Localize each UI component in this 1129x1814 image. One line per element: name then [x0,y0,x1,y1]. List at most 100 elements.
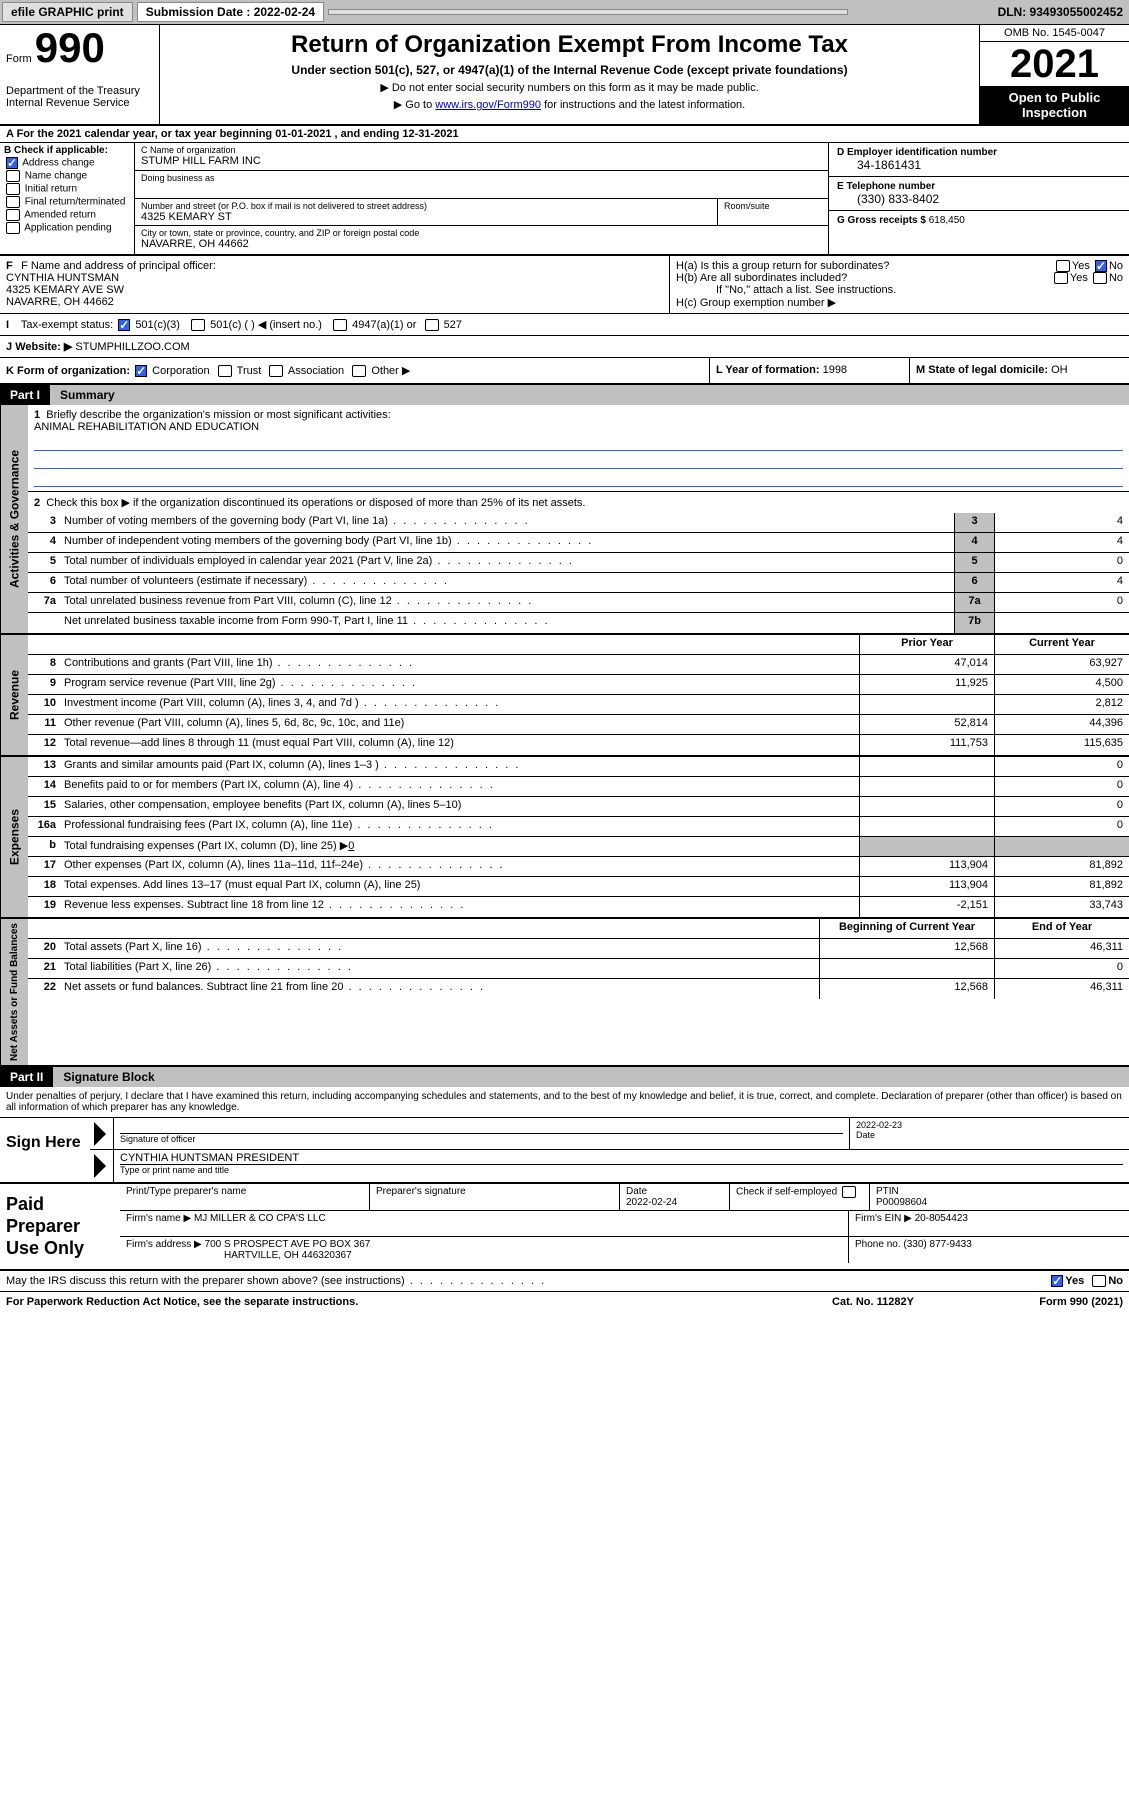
chk-address[interactable]: Address change [4,157,130,169]
row-16b: bTotal fundraising expenses (Part IX, co… [28,837,1129,857]
col-d-e-g: D Employer identification number 34-1861… [829,143,1129,254]
chk-amended[interactable]: Amended return [4,209,130,221]
check-icon [135,365,147,377]
checkbox-icon [6,170,20,182]
header-center: Return of Organization Exempt From Incom… [160,25,979,124]
header-right: OMB No. 1545-0047 2021 Open to Public In… [979,25,1129,124]
firm-phone-cell: Phone no. (330) 877-9433 [849,1237,1129,1263]
form-note-1: Do not enter social security numbers on … [170,81,969,94]
discuss-row: May the IRS discuss this return with the… [0,1271,1129,1292]
checkbox-icon [1092,1275,1106,1287]
row-11: 11Other revenue (Part VIII, column (A), … [28,715,1129,735]
row-13: 13Grants and similar amounts paid (Part … [28,757,1129,777]
form-number: 990 [35,24,105,71]
officer-cell: F F Name and address of principal office… [0,256,669,313]
prep-self-cell: Check if self-employed [730,1184,870,1210]
row-5: 5Total number of individuals employed in… [28,553,1129,573]
officer-signature-cell: Signature of officer [114,1118,849,1149]
sig-date-cell: 2022-02-23 Date [849,1118,1129,1149]
form-header: Form 990 Department of the Treasury Inte… [0,25,1129,126]
irs-link[interactable]: www.irs.gov/Form990 [435,99,541,111]
checkbox-icon [269,365,283,377]
check-icon [6,157,18,169]
form-word: Form [6,53,32,65]
firm-name-cell: Firm's name ▶ MJ MILLER & CO CPA'S LLC [120,1211,849,1236]
section-revenue: Revenue Prior YearCurrent Year 8Contribu… [0,635,1129,757]
chk-name[interactable]: Name change [4,170,130,182]
row-3: 3Number of voting members of the governi… [28,513,1129,533]
row-16a: 16aProfessional fundraising fees (Part I… [28,817,1129,837]
row-10: 10Investment income (Part VIII, column (… [28,695,1129,715]
header-row: Prior YearCurrent Year [28,635,1129,655]
row-21: 21Total liabilities (Part X, line 26)0 [28,959,1129,979]
checkbox-icon [191,319,205,331]
col-b-header: B Check if applicable: [4,145,130,156]
omb-number: OMB No. 1545-0047 [980,25,1129,42]
chk-application[interactable]: Application pending [4,222,130,234]
checkbox-icon [6,196,20,208]
preparer-block: Paid Preparer Use Only Print/Type prepar… [0,1184,1129,1271]
state-domicile-cell: M State of legal domicile: OH [909,358,1129,383]
checkbox-icon [333,319,347,331]
arrow-icon [90,1150,114,1182]
room-cell: Room/suite [718,199,828,225]
header-left: Form 990 Department of the Treasury Inte… [0,25,160,124]
block-b-to-g: B Check if applicable: Address change Na… [0,143,1129,256]
checkbox-icon [1056,260,1070,272]
row-7b: Net unrelated business taxable income fr… [28,613,1129,633]
checkbox-icon [352,365,366,377]
row-12: 12Total revenue—add lines 8 through 11 (… [28,735,1129,755]
part-2-header: Part II Signature Block [0,1067,1129,1087]
checkbox-icon [1054,272,1068,284]
ptin-cell: PTINP00098604 [870,1184,1129,1210]
sign-here-label: Sign Here [0,1118,90,1182]
row-i: I Tax-exempt status: 501(c)(3) 501(c) ( … [0,314,1129,336]
row-19: 19Revenue less expenses. Subtract line 1… [28,897,1129,917]
phone-cell: E Telephone number (330) 833-8402 [829,177,1129,211]
year-formation-cell: L Year of formation: 1998 [709,358,909,383]
officer-name: CYNTHIA HUNTSMAN [6,272,119,284]
chk-final[interactable]: Final return/terminated [4,196,130,208]
ein-value: 34-1861431 [837,158,1121,172]
checkbox-icon [218,365,232,377]
section-expenses: Expenses 13Grants and similar amounts pa… [0,757,1129,919]
year-formation: 1998 [823,364,847,376]
state-domicile: OH [1051,364,1068,376]
officer-city: NAVARRE, OH 44662 [6,296,114,308]
efile-button[interactable]: efile GRAPHIC print [2,2,133,22]
gross-value: 618,450 [929,215,965,226]
side-label-expenses: Expenses [0,757,28,917]
mission-text: ANIMAL REHABILITATION AND EDUCATION [34,421,259,433]
prep-sig-cell: Preparer's signature [370,1184,620,1210]
gross-cell: G Gross receipts $ 618,450 [829,211,1129,239]
org-name: STUMP HILL FARM INC [141,155,822,167]
dept-label: Department of the Treasury [6,85,153,97]
submission-date: Submission Date : 2022-02-24 [137,2,324,22]
prep-date-cell: Date2022-02-24 [620,1184,730,1210]
prep-name-cell: Print/Type preparer's name [120,1184,370,1210]
side-label-assets: Net Assets or Fund Balances [0,919,28,1065]
tax-year: 2021 [980,42,1129,86]
top-bar: efile GRAPHIC print Submission Date : 20… [0,0,1129,25]
section-governance: Activities & Governance 1 Briefly descri… [0,405,1129,635]
org-name-cell: C Name of organization STUMP HILL FARM I… [135,143,828,171]
checkbox-icon [6,183,20,195]
addr-cell: Number and street (or P.O. box if mail i… [135,199,718,225]
checkbox-icon [1093,272,1107,284]
officer-addr: 4325 KEMARY AVE SW [6,284,124,296]
check-icon [1095,260,1107,272]
officer-name-cell: CYNTHIA HUNTSMAN PRESIDENT Type or print… [114,1150,1129,1182]
chk-initial[interactable]: Initial return [4,183,130,195]
row-17: 17Other expenses (Part IX, column (A), l… [28,857,1129,877]
checkbox-icon [6,209,20,221]
mission-block: 1 Briefly describe the organization's mi… [28,405,1129,491]
firm-ein-cell: Firm's EIN ▶ 20-8054423 [849,1211,1129,1236]
ein-cell: D Employer identification number 34-1861… [829,143,1129,177]
row-4: 4Number of independent voting members of… [28,533,1129,553]
phone-value: (330) 833-8402 [837,192,1121,206]
form-note-2: Go to www.irs.gov/Form990 for instructio… [170,98,969,111]
part-1-header: Part I Summary [0,385,1129,405]
header-row-2: Beginning of Current YearEnd of Year [28,919,1129,939]
city-cell: City or town, state or province, country… [135,226,828,254]
row-20: 20Total assets (Part X, line 16)12,56846… [28,939,1129,959]
